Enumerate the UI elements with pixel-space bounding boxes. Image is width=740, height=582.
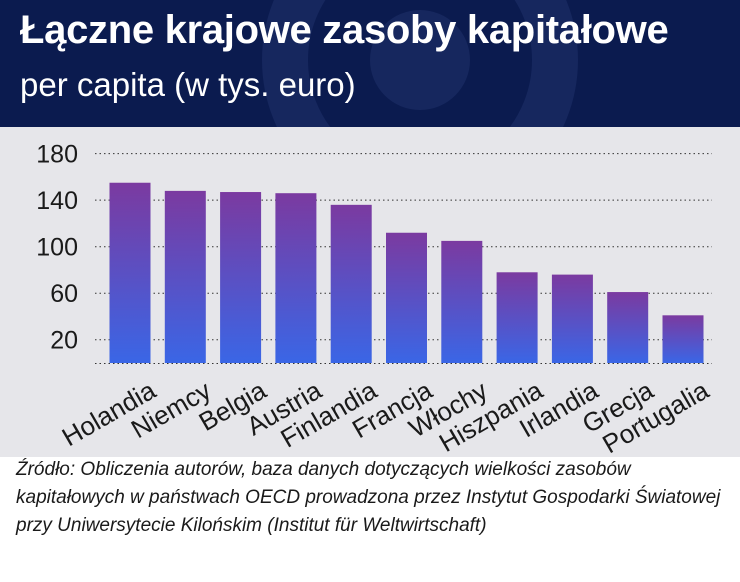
y-tick-label: 60 [50, 280, 78, 308]
bar-portugalia [662, 315, 704, 363]
bar-grecja [607, 292, 649, 363]
chart-subtitle: per capita (w tys. euro) [20, 66, 356, 103]
bar-holandia [109, 182, 151, 363]
source-note: Źródło: Obliczenia autorów, baza danych … [16, 459, 721, 536]
bar-austria [275, 193, 317, 363]
bar-włochy [441, 240, 483, 363]
bar-hiszpania [496, 272, 538, 363]
bar-niemcy [164, 190, 206, 363]
y-tick-label: 20 [50, 327, 78, 355]
y-tick-label: 180 [36, 141, 78, 169]
chart-area: 20 60 100 140 180 Holandia Niemcy Belgia Austria… [0, 127, 740, 457]
bar-francja [386, 232, 427, 363]
bar-irlandia [551, 274, 593, 363]
y-tick-label: 100 [36, 234, 78, 262]
bar-belgia [220, 192, 262, 363]
chart-header: Łączne krajowe zasoby kapitałowe per cap… [0, 0, 740, 127]
bar-chart: 2060100140180HolandiaNiemcyBelgiaAustria… [36, 141, 714, 457]
chart-title: Łączne krajowe zasoby kapitałowe [20, 8, 669, 52]
y-tick-label: 140 [36, 187, 78, 215]
bar-finlandia [330, 204, 372, 363]
watermark-logo [262, 0, 578, 127]
